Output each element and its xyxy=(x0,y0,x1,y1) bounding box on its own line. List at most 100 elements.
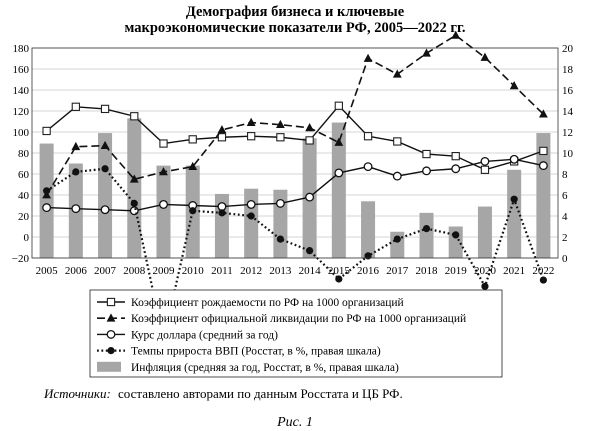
sources-label: Источники: xyxy=(43,386,111,401)
right-tick-label: 2 xyxy=(562,232,568,244)
left-tick-label: 0 xyxy=(24,232,30,244)
data-point xyxy=(422,149,431,159)
legend-item: Темпы прироста ВВП (Росстат, в %, правая… xyxy=(97,346,381,358)
data-point xyxy=(188,135,197,144)
x-tick-label: 2011 xyxy=(211,265,233,277)
inflation-bar xyxy=(331,122,346,258)
data-point xyxy=(392,69,402,78)
data-point xyxy=(539,276,547,284)
data-point xyxy=(363,132,373,141)
x-tick-label: 2015 xyxy=(328,265,351,277)
data-point xyxy=(100,104,110,114)
data-point xyxy=(100,205,110,215)
data-point xyxy=(247,212,255,220)
x-tick-label: 2012 xyxy=(240,265,262,277)
legend-label: Темпы прироста ВВП (Росстат, в %, правая… xyxy=(131,346,381,358)
inflation-bar xyxy=(477,206,492,258)
data-point xyxy=(452,231,460,239)
data-point xyxy=(275,119,285,129)
data-point xyxy=(275,198,285,208)
data-point xyxy=(451,152,460,161)
data-point xyxy=(71,204,81,214)
data-point xyxy=(306,247,314,255)
legend-marker xyxy=(106,297,116,307)
x-tick-label: 2022 xyxy=(532,265,554,277)
right-tick-label: 16 xyxy=(562,85,574,97)
legend-item: Коэффициент официальной ликвидации по РФ… xyxy=(97,313,466,325)
right-tick-label: 20 xyxy=(562,43,574,55)
legend-item: Инфляция (средняя за год, Росстат, в %, … xyxy=(97,361,399,374)
x-tick-label: 2021 xyxy=(503,265,525,277)
sources-text: составлено авторами по данным Росстата и… xyxy=(118,386,403,401)
data-point xyxy=(71,141,81,151)
data-point xyxy=(217,202,227,211)
chart-title-line2: макроэкономические показатели РФ, 2005—2… xyxy=(124,20,465,36)
x-tick-label: 2017 xyxy=(386,265,409,277)
legend-label: Коэффициент рождаемости по РФ на 1000 ор… xyxy=(131,297,404,309)
right-tick-label: 4 xyxy=(562,211,568,223)
data-point xyxy=(509,154,519,164)
data-point xyxy=(188,161,198,171)
data-point xyxy=(42,126,51,136)
x-tick-label: 2009 xyxy=(153,265,176,277)
series-triangle xyxy=(42,30,548,199)
inflation-bar xyxy=(244,188,259,258)
data-point xyxy=(159,139,168,148)
data-point xyxy=(335,275,343,283)
left-tick-label: 180 xyxy=(13,43,30,55)
figure-caption: Рис. 1 xyxy=(276,415,313,430)
data-point xyxy=(100,140,110,150)
data-point xyxy=(305,123,315,132)
data-point xyxy=(218,209,226,217)
legend-label: Инфляция (средняя за год, Росстат, в %, … xyxy=(131,362,399,374)
data-point xyxy=(72,168,80,176)
right-tick-label: 18 xyxy=(562,64,574,76)
right-tick-label: 14 xyxy=(562,106,574,118)
legend-label: Коэффициент официальной ликвидации по РФ… xyxy=(131,313,466,325)
right-tick-label: 6 xyxy=(562,190,568,202)
data-point xyxy=(393,235,401,243)
data-point xyxy=(159,199,168,209)
data-point xyxy=(71,102,80,111)
data-point xyxy=(509,81,519,90)
data-point xyxy=(247,132,256,141)
inflation-bar xyxy=(448,226,463,258)
series-line xyxy=(45,34,544,196)
data-point xyxy=(363,162,373,172)
data-point xyxy=(539,146,548,156)
data-point xyxy=(130,199,138,207)
data-point xyxy=(422,48,431,57)
left-tick-label: 120 xyxy=(13,106,30,118)
data-point xyxy=(217,133,227,142)
x-tick-label: 2010 xyxy=(182,265,205,277)
sources-note: Источники: составлено авторами по данным… xyxy=(43,386,403,401)
inflation-bar xyxy=(419,212,434,258)
x-tick-label: 2007 xyxy=(94,265,117,277)
inflation-bar xyxy=(273,189,288,258)
x-tick-label: 2019 xyxy=(445,265,468,277)
left-tick-label: 40 xyxy=(18,190,30,202)
right-tick-label: 10 xyxy=(562,148,574,160)
data-point xyxy=(510,195,518,203)
inflation-bar xyxy=(214,193,229,258)
left-tick-label: 80 xyxy=(18,148,30,160)
x-tick-label: 2006 xyxy=(65,265,88,277)
legend-label: Курс доллара (средний за год) xyxy=(131,329,278,341)
data-point xyxy=(334,168,344,178)
plot-area-frame xyxy=(31,47,559,259)
x-tick-label: 2013 xyxy=(269,265,292,277)
data-point xyxy=(42,203,52,213)
data-point xyxy=(159,167,168,176)
data-point xyxy=(246,117,256,126)
chart-title-line1: Демография бизнеса и ключевые xyxy=(186,4,405,20)
x-tick-label: 2014 xyxy=(299,265,322,277)
data-point xyxy=(538,109,548,118)
inflation-bar xyxy=(361,201,376,258)
left-tick-label: −20 xyxy=(12,253,30,265)
x-tick-label: 2005 xyxy=(36,265,59,277)
x-tick-label: 2016 xyxy=(357,265,380,277)
data-point xyxy=(334,101,343,110)
series-line xyxy=(46,167,545,341)
data-point xyxy=(130,112,139,121)
series-square xyxy=(42,101,548,174)
